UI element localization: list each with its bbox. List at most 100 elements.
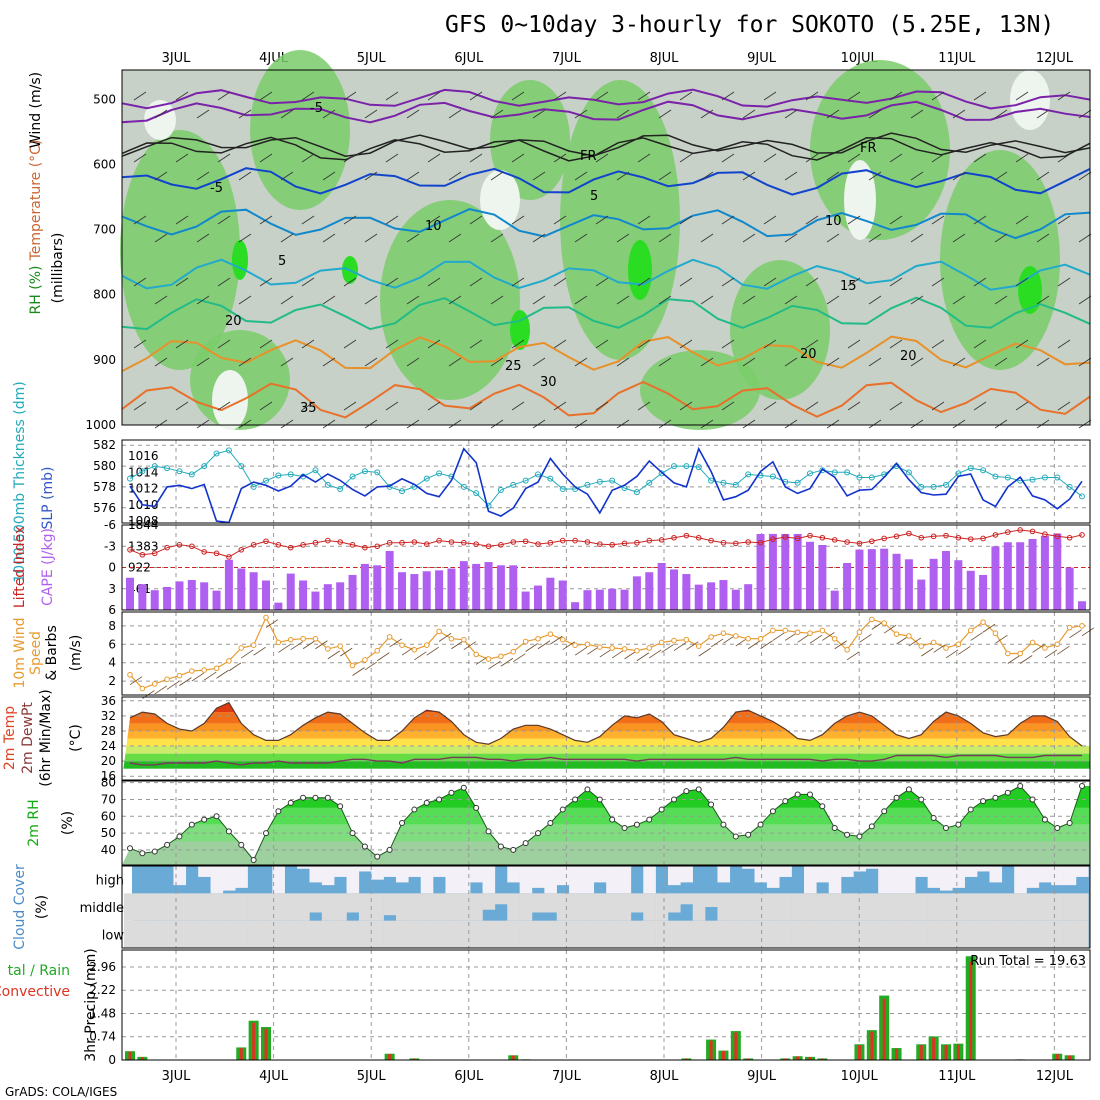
cloud-clear-cell	[210, 866, 224, 894]
wind-barb	[952, 357, 966, 367]
wind-marker	[325, 646, 331, 652]
cloud-clear-cell	[742, 893, 755, 921]
wind-barb	[1036, 295, 1050, 305]
thickness-marker	[720, 479, 727, 486]
wind-barb	[763, 339, 777, 349]
cloud-clear-cell	[680, 866, 693, 883]
precip-convective-bar	[857, 1045, 861, 1060]
contour-label: 20	[900, 349, 917, 364]
cloud-clear-cell	[507, 866, 520, 883]
cloud-clear-cell	[618, 866, 632, 894]
wind-barb	[595, 339, 609, 349]
wind-barb	[133, 91, 147, 101]
wind-barb	[525, 643, 538, 652]
wind-barb	[805, 277, 819, 287]
wind-barb	[826, 109, 840, 119]
wind-barb	[1057, 91, 1071, 101]
thickness-marker	[436, 470, 443, 477]
wind-barb	[469, 153, 483, 163]
rh-marker	[708, 801, 715, 808]
cape-bar	[534, 585, 542, 610]
wind-barb	[1007, 655, 1021, 664]
wind-barb	[469, 401, 483, 411]
contour-label: 5	[278, 254, 286, 269]
wind-barb	[385, 215, 399, 225]
lifted-index-marker	[300, 542, 306, 548]
wind-barb	[322, 233, 336, 243]
cape-bar	[670, 569, 678, 610]
temperature-band	[122, 723, 1090, 731]
wind-marker	[213, 665, 220, 672]
wind-barb	[574, 646, 588, 656]
lifted-index-marker	[461, 539, 467, 546]
rh-frame	[121, 780, 1091, 866]
cloud-clear-cell	[890, 893, 904, 921]
rh-marker	[881, 808, 888, 815]
wind-marker	[918, 643, 925, 649]
wind-marker	[609, 645, 615, 651]
lifted-index-marker	[831, 537, 838, 543]
wind-barb	[352, 667, 365, 676]
wind-barb	[868, 233, 882, 243]
cloud-clear-cell	[853, 920, 867, 948]
wind-barb	[238, 295, 252, 305]
cloud-clear-cell	[420, 866, 434, 894]
rh-marker	[151, 848, 158, 855]
cape-bar	[942, 550, 950, 610]
wind-barb	[133, 215, 147, 225]
y-tick-label-left: 578	[93, 480, 116, 494]
cloud-clear-cell	[593, 920, 607, 948]
lifted-index-marker	[930, 533, 937, 540]
wind-barb	[889, 277, 903, 287]
rh-marker	[1054, 825, 1061, 832]
cross-section-frame	[121, 69, 1091, 426]
x-tick-label-top: 11JUL	[938, 51, 976, 66]
lifted-index-marker	[374, 543, 381, 550]
lifted-index-marker	[1066, 534, 1073, 541]
wind-marker	[386, 634, 393, 640]
cape-bar	[979, 574, 988, 610]
lifted-index-marker	[584, 539, 591, 545]
wind-barb	[809, 634, 823, 644]
rh-shading	[250, 50, 350, 210]
precip-convective-bar	[140, 1057, 144, 1060]
wind-barb	[451, 640, 464, 650]
wind-barb	[238, 171, 252, 181]
y-tick-label: 50	[101, 826, 116, 840]
lifted-index-marker	[176, 542, 183, 548]
rh-marker	[572, 796, 579, 803]
wind-barb	[1057, 153, 1071, 163]
cloud-clear-cell	[544, 893, 557, 913]
wind-barb	[553, 401, 567, 411]
precip-convective-bar	[511, 1055, 515, 1060]
wind-barb	[574, 419, 588, 429]
cloud-clear-cell	[779, 920, 792, 948]
thickness-marker	[868, 474, 875, 481]
precip-convective-bar	[239, 1048, 243, 1060]
cape-bar	[880, 548, 889, 610]
y-tick-label: 16	[101, 769, 116, 783]
wind-barb	[154, 233, 168, 243]
cloud-clear-cell	[482, 920, 496, 948]
thickness-marker	[943, 481, 949, 488]
y-tick-label: 2	[108, 674, 116, 688]
wind-barb	[847, 401, 861, 411]
wind-barb	[700, 171, 714, 181]
precip-convective-bar	[388, 1054, 392, 1060]
cape-bar	[546, 577, 555, 610]
cloud-clear-cell	[556, 920, 570, 948]
lifted-index-marker	[967, 536, 974, 542]
cape-bar	[892, 553, 901, 610]
cloud-clear-cell	[742, 920, 755, 948]
cloud-clear-cell	[222, 866, 236, 891]
rh-marker	[683, 788, 690, 795]
cloud-clear-cell	[643, 920, 656, 948]
cloud-clear-cell	[569, 893, 582, 921]
thickness-marker	[485, 502, 492, 509]
cape-bar	[744, 584, 753, 610]
cloud-clear-cell	[804, 893, 817, 921]
wind-barb	[763, 401, 777, 411]
precip-convective-bar	[919, 1045, 923, 1060]
wind-marker	[238, 645, 245, 651]
x-tick-label: 3JUL	[162, 1069, 192, 1084]
